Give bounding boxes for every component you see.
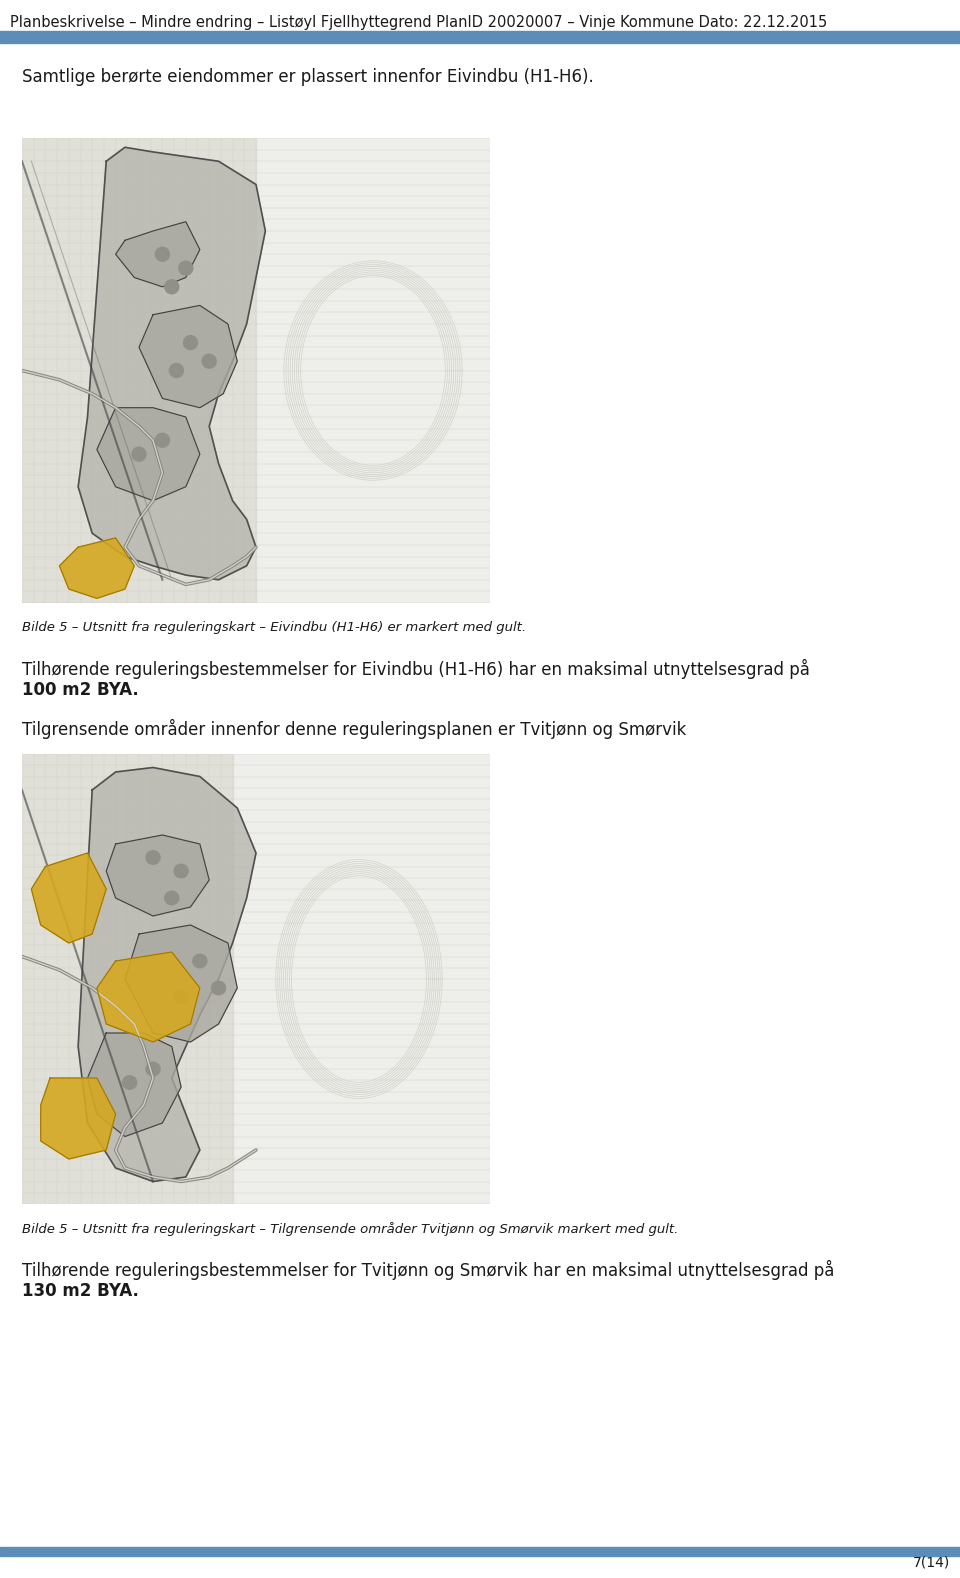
Circle shape <box>183 336 198 350</box>
Text: Planbeskrivelse – Mindre endring – Listøyl Fjellhyttegrend PlanID 20020007 – Vin: Planbeskrivelse – Mindre endring – Listø… <box>10 16 828 30</box>
Text: Samtlige berørte eiendommer er plassert innenfor Eivindbu (H1-H6).: Samtlige berørte eiendommer er plassert … <box>22 68 593 85</box>
Circle shape <box>156 434 169 447</box>
Circle shape <box>146 851 160 865</box>
Bar <box>219 754 490 1204</box>
Text: 7(14): 7(14) <box>913 1556 950 1570</box>
Circle shape <box>165 892 179 904</box>
Polygon shape <box>97 952 200 1041</box>
Circle shape <box>174 865 188 877</box>
Text: 130 m2 BYA.: 130 m2 BYA. <box>22 1281 139 1300</box>
Text: Tilgrensende områder innenfor denne reguleringsplanen er Tvitjønn og Smørvik: Tilgrensende områder innenfor denne regu… <box>22 720 686 739</box>
Circle shape <box>211 982 226 994</box>
Bar <box>232 137 490 603</box>
Text: Bilde 5 – Utsnitt fra reguleringskart – Tilgrensende områder Tvitjønn og Smørvik: Bilde 5 – Utsnitt fra reguleringskart – … <box>22 1221 679 1236</box>
Bar <box>22 754 232 1204</box>
Polygon shape <box>78 767 256 1182</box>
Circle shape <box>123 1076 136 1089</box>
Bar <box>22 137 256 603</box>
Text: Tilhørende reguleringsbestemmelser for Tvitjønn og Smørvik har en maksimal utnyt: Tilhørende reguleringsbestemmelser for T… <box>22 1259 840 1280</box>
Polygon shape <box>40 1078 115 1158</box>
Circle shape <box>179 262 193 275</box>
Circle shape <box>169 363 183 377</box>
Circle shape <box>174 991 188 1004</box>
Circle shape <box>193 955 206 967</box>
Polygon shape <box>115 221 200 287</box>
Polygon shape <box>139 306 237 407</box>
Circle shape <box>203 353 216 368</box>
Polygon shape <box>87 1034 181 1136</box>
Polygon shape <box>32 854 107 944</box>
Polygon shape <box>78 147 265 579</box>
Polygon shape <box>125 925 237 1041</box>
Bar <box>0 1546 960 1556</box>
Text: Bilde 5 – Utsnitt fra reguleringskart – Eivindbu (H1-H6) er markert med gult.: Bilde 5 – Utsnitt fra reguleringskart – … <box>22 622 526 634</box>
Circle shape <box>146 1062 160 1076</box>
Text: Tilhørende reguleringsbestemmelser for Eivindbu (H1-H6) har en maksimal utnyttel: Tilhørende reguleringsbestemmelser for E… <box>22 660 815 679</box>
Polygon shape <box>60 538 134 598</box>
Bar <box>0 32 960 43</box>
Circle shape <box>132 447 146 461</box>
Circle shape <box>156 248 169 262</box>
Circle shape <box>165 279 179 294</box>
Polygon shape <box>107 835 209 915</box>
Polygon shape <box>97 407 200 500</box>
Text: 100 m2 BYA.: 100 m2 BYA. <box>22 682 139 699</box>
